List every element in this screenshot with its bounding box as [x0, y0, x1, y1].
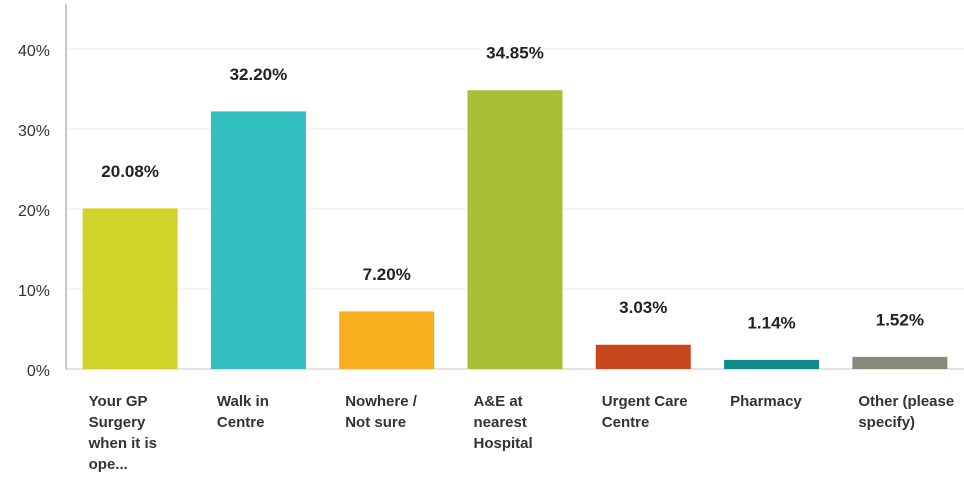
bar — [852, 356, 948, 369]
bar — [724, 359, 820, 369]
value-label: 1.14% — [747, 313, 795, 332]
y-tick-label: 20% — [18, 203, 50, 220]
y-tick-label: 0% — [27, 363, 50, 380]
x-tick-label: Pharmacy — [730, 393, 802, 410]
x-tick-label: A&E at nearest Hospital — [473, 393, 533, 452]
value-label: 3.03% — [619, 298, 667, 317]
y-tick-label: 10% — [18, 283, 50, 300]
x-tick-label: Nowhere / Not sure — [345, 393, 417, 431]
bar — [467, 90, 563, 369]
x-tick-label: Walk in Centre — [216, 393, 269, 431]
bar — [210, 111, 306, 370]
y-tick-label: 40% — [18, 43, 50, 60]
x-tick-label: Your GP Surgery when it is ope... — [88, 393, 157, 473]
value-label: 1.52% — [876, 310, 924, 329]
value-label: 32.20% — [230, 65, 288, 84]
x-tick-label: Other (please specify) — [858, 393, 955, 431]
bar — [595, 344, 691, 369]
y-tick-label: 30% — [18, 123, 50, 140]
value-label: 34.85% — [486, 44, 544, 63]
bar — [339, 311, 435, 369]
x-tick-label: Urgent Care Centre — [601, 393, 688, 431]
value-label: 7.20% — [363, 265, 411, 284]
value-label: 20.08% — [101, 162, 159, 181]
bar — [82, 208, 178, 369]
